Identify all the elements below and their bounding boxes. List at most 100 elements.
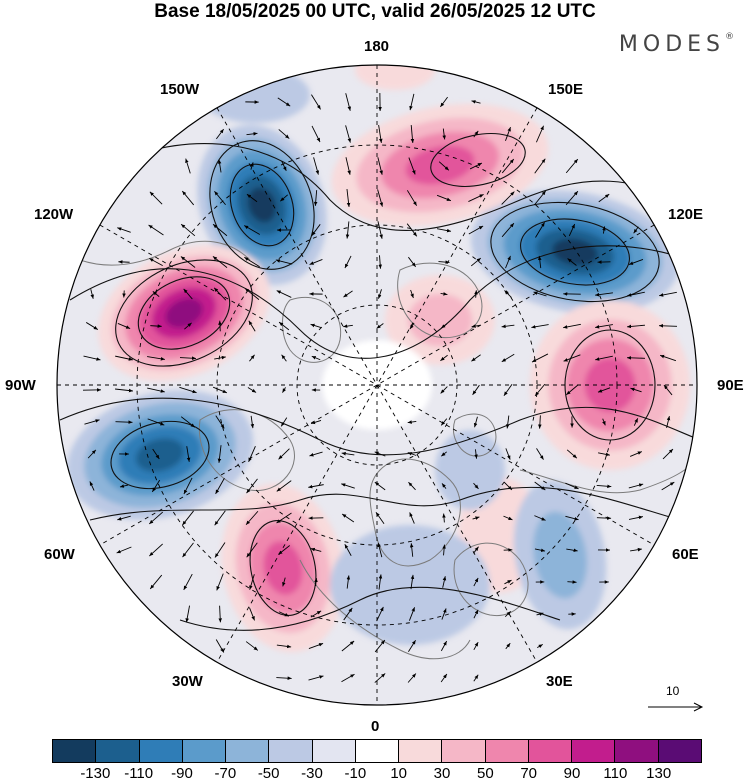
contour-line — [89, 486, 681, 521]
wind-arrow — [503, 515, 513, 521]
wind-arrow — [409, 93, 415, 111]
wind-arrow — [442, 576, 447, 588]
wind-arrow — [184, 322, 192, 330]
wind-arrow — [441, 608, 447, 620]
wind-arrow — [438, 260, 450, 264]
contour-line — [69, 245, 691, 359]
wind-arrow — [410, 124, 415, 144]
wind-arrow — [406, 223, 418, 237]
wind-arrow — [474, 449, 478, 459]
wind-arrow — [245, 641, 259, 651]
contour-line — [229, 163, 295, 247]
wind-arrow — [152, 291, 160, 297]
polar-map — [56, 64, 698, 706]
wind-arrow — [473, 609, 479, 619]
wind-arrow — [310, 610, 322, 618]
colorbar-tick-label: -110 — [124, 765, 154, 782]
wind-arrow — [473, 482, 479, 490]
wind-arrow — [248, 320, 256, 332]
wind-arrow — [563, 323, 581, 329]
wind-arrow — [179, 356, 197, 360]
wind-arrow — [343, 290, 353, 298]
colorbar-swatch — [399, 740, 443, 762]
wind-arrow — [597, 387, 611, 393]
wind-arrow — [185, 158, 191, 174]
wind-arrow — [115, 355, 133, 361]
wind-arrow — [410, 289, 414, 299]
wind-arrow — [148, 511, 164, 525]
wind-arrow — [278, 129, 290, 139]
wind-arrow — [503, 383, 513, 397]
coastline — [79, 240, 251, 266]
wind-arrow — [659, 354, 677, 362]
wind-arrow — [247, 387, 257, 393]
wind-arrow — [186, 446, 191, 462]
wind-arrow — [440, 640, 448, 652]
wind-arrow — [504, 579, 512, 585]
wind-arrow — [407, 673, 417, 683]
wind-arrow — [308, 642, 324, 650]
wind-arrow — [406, 190, 418, 206]
contour-line — [430, 133, 526, 187]
wind-arrow — [409, 512, 415, 524]
wind-arrow — [501, 353, 515, 363]
wind-arrow — [249, 574, 255, 590]
anomaly-blob — [135, 438, 185, 472]
wind-arrow — [596, 516, 612, 520]
contour-line — [115, 259, 253, 367]
wind-arrow — [505, 448, 511, 460]
wind-arrow — [375, 512, 385, 524]
wind-arrow — [310, 323, 322, 329]
coastline — [369, 458, 461, 567]
wind-arrow — [182, 510, 194, 526]
wind-arrow — [345, 93, 351, 111]
colorbar-swatch — [572, 740, 616, 762]
chart-title: Base 18/05/2025 00 UTC, valid 26/05/2025… — [154, 1, 596, 22]
wind-arrow — [282, 577, 286, 587]
wind-arrow — [90, 289, 94, 299]
wind-arrow — [410, 574, 415, 590]
wind-arrow — [595, 324, 613, 329]
wind-arrow — [250, 162, 254, 170]
colorbar-swatch — [615, 740, 659, 762]
wind-arrow — [278, 545, 290, 555]
wind-arrow — [215, 639, 225, 653]
wind-arrow — [244, 256, 260, 268]
contour-line — [137, 276, 231, 350]
wind-arrow — [215, 477, 225, 495]
wind-arrow — [313, 157, 320, 175]
contour-line — [110, 420, 210, 490]
wind-arrow — [246, 478, 258, 494]
wind-arrow — [602, 226, 606, 234]
wind-arrow — [628, 259, 644, 265]
wind-arrow — [280, 417, 288, 427]
wind-arrow — [276, 512, 292, 524]
wind-arrow — [468, 225, 484, 235]
wind-arrow — [115, 420, 133, 424]
wind-arrow — [598, 193, 610, 203]
map-boundary — [56, 64, 698, 706]
wind-arrow — [343, 324, 353, 328]
colorbar-tick-label: 90 — [563, 765, 581, 782]
wind-arrow — [409, 322, 415, 330]
wind-arrow — [633, 226, 639, 234]
anomaly-blob — [363, 550, 457, 620]
colorbar-tick-label: -30 — [301, 765, 323, 782]
wind-arrow — [89, 481, 95, 491]
wind-arrow — [471, 324, 481, 328]
wind-arrow — [344, 255, 352, 269]
wind-arrow — [440, 418, 448, 426]
wind-arrow — [216, 128, 224, 140]
wind-arrow — [630, 547, 642, 552]
wind-arrow — [246, 542, 258, 558]
colorbar-tick-label: -50 — [257, 765, 280, 782]
colorbar-tick-label: -70 — [214, 765, 237, 782]
wind-arrow — [214, 355, 226, 360]
wind-arrow — [565, 190, 579, 206]
wind-arrow — [473, 546, 479, 554]
wind-arrow — [566, 548, 578, 553]
wind-arrow — [408, 157, 416, 175]
coastline — [282, 296, 342, 363]
wind-arrow — [185, 605, 190, 623]
wind-arrow — [626, 324, 646, 329]
